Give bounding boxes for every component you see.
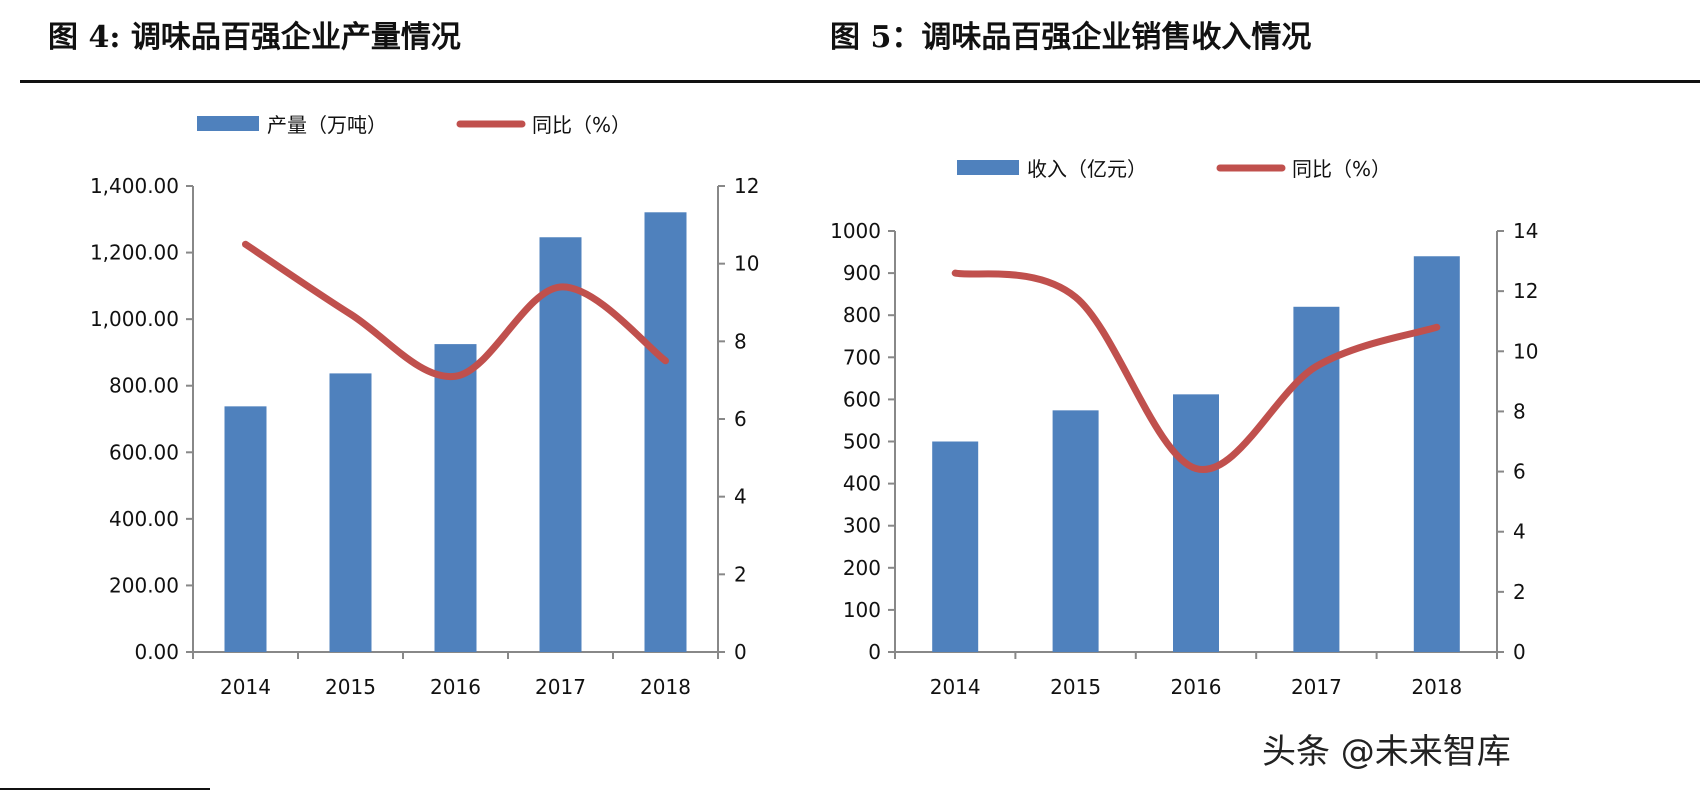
left-tick-label: 600 [843,387,881,411]
left-tick-label: 200.00 [109,573,179,597]
left-tick-label: 700 [843,345,881,369]
right-tick-label: 4 [1513,520,1526,544]
legend-bar-label: 产量（万吨） [267,113,387,137]
bar-2016 [434,344,477,652]
left-tick-label: 400 [843,472,881,496]
right-tick-label: 12 [1513,279,1538,303]
x-tick-label: 2018 [640,675,691,699]
left-tick-label: 1,400.00 [90,174,179,198]
bar-2018 [1413,256,1460,652]
x-tick-label: 2016 [430,675,481,699]
right-tick-label: 12 [734,174,759,198]
footer-divider [0,788,210,790]
right-tick-label: 8 [734,329,747,353]
right-tick-label: 4 [734,485,747,509]
right-tick-label: 2 [1513,580,1526,604]
figure-5-title: 图 5：调味品百强企业销售收入情况 [830,20,1312,55]
left-tick-label: 600.00 [109,440,179,464]
yoy-line [951,269,1441,474]
left-tick-label: 1,200.00 [90,241,179,265]
watermark: 头条 @未来智库 [1262,732,1511,772]
bar-2015 [1052,410,1099,652]
x-tick-label: 2014 [930,675,981,699]
x-tick-label: 2015 [325,675,376,699]
left-tick-label: 900 [843,261,881,285]
x-tick-label: 2017 [535,675,586,699]
left-tick-label: 400.00 [109,507,179,531]
left-tick-label: 200 [843,556,881,580]
left-tick-label: 1,000.00 [90,307,179,331]
bar-2017 [539,237,582,652]
figure-4-title: 图 4: 调味品百强企业产量情况 [48,20,461,55]
left-tick-label: 1000 [830,219,881,243]
x-tick-label: 2018 [1411,675,1462,699]
right-tick-label: 10 [734,252,759,276]
legend-line-label: 同比（%） [532,113,631,137]
left-tick-label: 100 [843,598,881,622]
right-tick-label: 2 [734,562,747,586]
left-tick-label: 800.00 [109,374,179,398]
right-tick-label: 10 [1513,339,1538,363]
legend-bar-label: 收入（亿元） [1027,157,1147,181]
legend-line-label: 同比（%） [1292,157,1391,181]
right-tick-label: 6 [1513,460,1526,484]
right-tick-label: 0 [1513,640,1526,664]
left-tick-label: 300 [843,514,881,538]
left-tick-label: 500 [843,430,881,454]
yoy-line [242,240,669,380]
legend-bar-swatch [197,116,259,131]
x-tick-label: 2016 [1171,675,1222,699]
x-tick-label: 2014 [220,675,271,699]
left-tick-label: 0 [868,640,881,664]
legend-bar-swatch [957,160,1019,175]
right-tick-label: 0 [734,640,747,664]
bar-2014 [224,406,267,652]
right-tick-label: 6 [734,407,747,431]
bar-2018 [644,212,687,652]
left-tick-label: 0.00 [134,640,179,664]
left-tick-label: 800 [843,303,881,327]
bar-2014 [932,441,979,652]
x-tick-label: 2015 [1050,675,1101,699]
bar-2015 [329,373,372,652]
x-tick-label: 2017 [1291,675,1342,699]
bar-2016 [1173,394,1219,652]
right-tick-label: 8 [1513,399,1526,423]
right-tick-label: 14 [1513,219,1538,243]
header-divider [20,80,1700,83]
